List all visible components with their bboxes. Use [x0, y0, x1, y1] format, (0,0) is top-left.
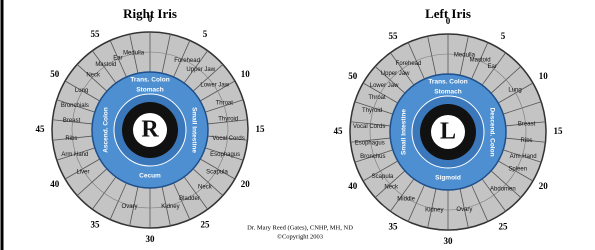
organ-label: Forehead: [396, 61, 422, 67]
organ-label: Abdomen: [490, 186, 516, 192]
credit-line: Dr. Mary Reed (Gates), CNHP, MH, ND: [247, 224, 353, 231]
organ-label: Scapula: [372, 174, 394, 180]
organ-label: Lower Jaw: [370, 83, 399, 89]
center-letter: R: [141, 117, 159, 143]
organ-label: Spleen: [508, 167, 527, 173]
organ-label: Esophagus: [210, 152, 240, 158]
organ-label: Bronchus: [360, 154, 385, 160]
inner-label: Descend. Colon: [488, 107, 495, 156]
organ-label: Vocal Cords: [353, 124, 385, 130]
organ-label: Mastoid: [95, 62, 116, 68]
clock-label: 10: [241, 69, 251, 79]
organ-label: Ovary: [122, 204, 138, 210]
clock-label: 0: [148, 14, 153, 24]
organ-label: Arm Hand: [61, 152, 88, 158]
clock-label: 20: [539, 181, 549, 191]
organ-label: Kidney: [425, 207, 443, 213]
inner-label: Stomach: [434, 89, 461, 96]
clock-label: 45: [36, 124, 46, 134]
clock-label: 25: [499, 221, 509, 231]
organ-label: Lung: [75, 88, 88, 94]
organ-label: Bladder: [179, 196, 200, 202]
organ-label: Vocal Cords: [212, 136, 244, 142]
inner-label: Sigmoid: [435, 175, 461, 182]
organ-label: Scapula: [206, 169, 228, 175]
clock-label: 5: [501, 31, 506, 41]
organ-label: Neck: [86, 73, 101, 79]
organ-label: Lower Jaw: [200, 82, 229, 88]
center-letter: L: [440, 119, 456, 145]
organ-label: Throat: [216, 101, 234, 107]
inner-label: Ascend. Colon: [103, 107, 110, 153]
clock-label: 50: [50, 69, 60, 79]
clock-label: 30: [146, 234, 156, 244]
organ-label: Ovary: [456, 207, 472, 213]
clock-label: 55: [389, 31, 399, 41]
organ-label: Ribs: [65, 136, 77, 142]
organ-label: Kidney: [161, 204, 179, 210]
clock-label: 0: [446, 16, 451, 26]
organ-label: Ear: [488, 64, 497, 70]
clock-label: 20: [241, 179, 251, 189]
clock-label: 40: [348, 181, 358, 191]
clock-label: 35: [389, 221, 399, 231]
organ-label: Upper Jaw: [186, 67, 215, 73]
clock-label: 35: [91, 219, 101, 229]
organ-label: Throat: [368, 95, 386, 101]
inner-label: Small Intestine: [401, 109, 408, 155]
organ-label: Upper Jaw: [381, 71, 410, 77]
clock-label: 45: [334, 126, 344, 136]
organ-label: Forehead: [174, 58, 200, 64]
organ-label: Lung: [508, 88, 521, 94]
copyright-line: ©Copyright 2003: [277, 233, 323, 240]
organ-label: Ribs: [521, 138, 533, 144]
clock-label: 40: [50, 179, 60, 189]
organ-label: Breast: [63, 118, 81, 124]
organ-label: Middle: [397, 197, 415, 203]
organ-label: Esophagus: [355, 141, 385, 147]
organ-label: Medulla: [123, 50, 145, 56]
organ-label: Thyroid: [218, 117, 238, 123]
inner-label: Stomach: [136, 87, 163, 94]
inner-label: Small Intestine: [190, 107, 197, 153]
organ-label: Bronchials: [61, 103, 89, 109]
clock-label: 50: [348, 71, 358, 81]
clock-label: 30: [444, 236, 454, 246]
inner-label: Trans. Colon: [428, 79, 467, 86]
clock-label: 55: [91, 29, 101, 39]
clock-label: 25: [201, 219, 211, 229]
clock-label: 5: [203, 29, 208, 39]
inner-label: Trans. Colon: [130, 77, 169, 84]
clock-label: 15: [256, 124, 266, 134]
organ-label: Thyroid: [362, 108, 382, 114]
organ-label: Ear: [113, 55, 122, 61]
organ-label: Breast: [518, 121, 536, 127]
clock-label: 10: [539, 71, 549, 81]
organ-label: Arm Hand: [510, 154, 537, 160]
inner-label: Cecum: [139, 173, 161, 180]
organ-label: Neck: [198, 184, 213, 190]
clock-label: 15: [554, 126, 564, 136]
organ-label: Mastoid: [470, 57, 491, 63]
organ-label: Liver: [76, 169, 89, 175]
organ-label: Neck: [384, 184, 399, 190]
iris-chart: Dr. Mary Reed (Gates), CNHP, MH, ND ©Cop…: [0, 0, 595, 250]
